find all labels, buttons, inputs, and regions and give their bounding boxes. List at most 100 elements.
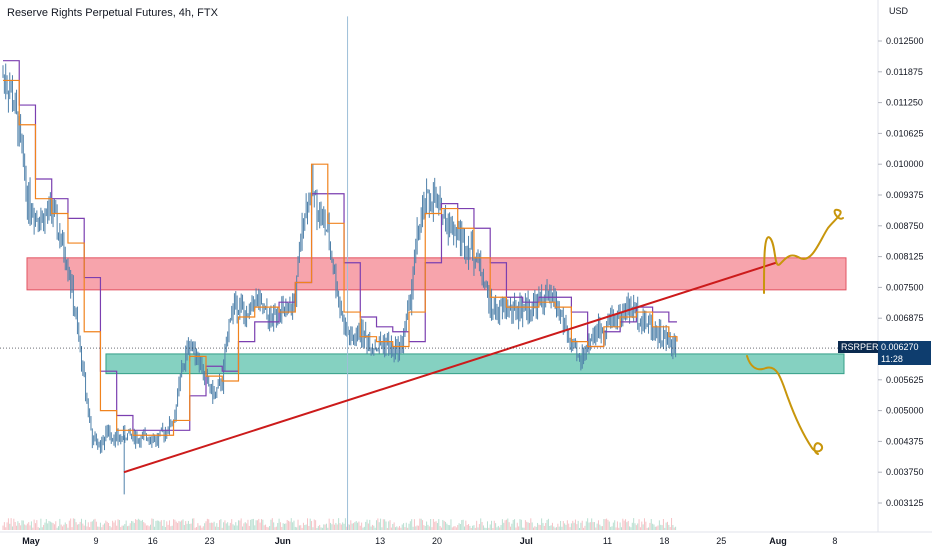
volume-bar [550,525,552,530]
volume-bar [118,520,120,530]
price-tick-label: 0.010625 [886,128,924,138]
volume-bar [473,525,475,530]
volume-bar [236,525,238,530]
volume-bar [309,518,311,530]
volume-bar [409,521,411,530]
volume-bar [376,520,378,530]
volume-bar [62,526,64,530]
volume-bar [505,519,507,530]
volume-bar [380,518,382,530]
symbol-tag: RSRPERP [838,341,888,353]
volume-bar [80,518,82,530]
volume-bar [443,520,445,530]
volume-bar [344,518,346,530]
volume-bar [564,523,566,530]
volume-bar [497,525,499,530]
volume-bar [112,520,114,530]
volume-bar [279,522,281,530]
volume-bar [305,524,307,530]
volume-bar [450,519,452,530]
price-tick-label: 0.010000 [886,159,924,169]
volume-bar [365,521,367,530]
volume-bar [162,525,164,530]
volume-bar [327,527,329,530]
volume-bar [147,525,149,530]
volume-bar [653,524,655,530]
volume-bar [573,522,575,530]
volume-bar [248,525,250,530]
volume-bar [312,527,314,530]
volume-bar [53,524,55,530]
volume-bar [486,521,488,530]
volume-bar [106,521,108,530]
volume-bar [478,524,480,530]
volume-bar [63,524,65,530]
current-price-tag: 0.006270 [878,341,931,353]
volume-bar [386,527,388,530]
volume-bar [432,518,434,530]
volume-bar [569,527,571,530]
support-zone [105,353,845,375]
volume-bar [330,522,332,530]
volume-bar [664,527,666,530]
volume-bar [649,522,651,530]
volume-bar [117,519,119,530]
volume-bar [480,518,482,530]
volume-bar [163,519,165,530]
volume-bar [133,522,135,530]
volume-bar [520,519,522,530]
volume-bar [637,523,639,530]
volume-bar [508,522,510,530]
volume-bar [634,523,636,530]
volume-bar [128,525,130,530]
volume-bar [417,525,419,530]
price-axis[interactable]: 0.003125 0.003750 0.004375 0.005000 0.005625… [878,36,924,508]
volume-bar [244,522,246,530]
volume-bar [160,520,162,530]
time-tick-label: 9 [93,536,98,546]
volume-bar [219,520,221,530]
volume-bar [597,520,599,530]
volume-bar [39,527,41,530]
volume-bar [132,521,134,530]
volume-bar [140,520,142,530]
volume-bar [34,523,36,530]
volume-bar [585,521,587,530]
volume-bar [611,526,613,530]
price-tick-label: 0.008750 [886,221,924,231]
volume-bar [468,524,470,530]
volume-bar [313,519,315,530]
volume-bar [581,520,583,530]
volume-bar [200,525,202,530]
volume-bar [275,526,277,530]
volume-bar [159,521,161,530]
price-tick-label: 0.004375 [886,436,924,446]
volume-bar [455,527,457,530]
volume-bar [457,525,459,530]
volume-bar [580,522,582,530]
volume-bar [315,520,317,530]
volume-bar [465,520,467,530]
volume-bar [221,527,223,530]
volume-bar [182,519,184,530]
volume-bar [485,527,487,530]
volume-bar [499,527,501,530]
volume-bar [639,527,641,530]
volume-bar [500,525,502,530]
volume-bar [672,524,674,530]
volume-bar [351,523,353,530]
volume-bar [415,526,417,530]
time-tick-label: 13 [375,536,385,546]
volume-bar [155,520,157,530]
volume-bar [83,525,85,530]
time-axis[interactable]: May 9 16 23 Jun 13 20 Jul 11 18 25 Aug 8 [22,536,837,546]
volume-bar [76,524,78,530]
volume-bar [393,522,395,530]
volume-bar [397,527,399,530]
volume-bar [635,525,637,530]
volume-bar [451,527,453,530]
ascending-trendline [123,261,777,474]
volume-bar [591,518,593,530]
volume-bar [156,520,158,530]
